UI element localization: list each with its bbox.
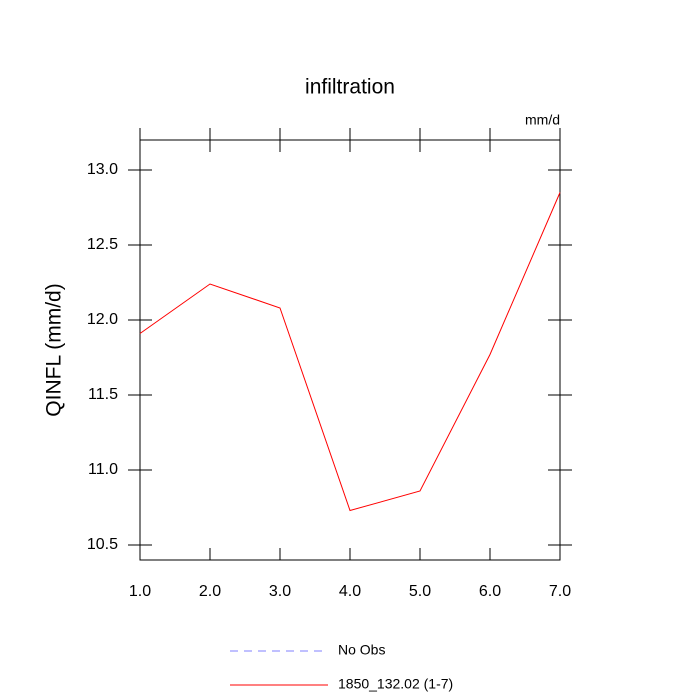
- y-tick-label: 11.5: [88, 386, 118, 403]
- x-tick-label: 5.0: [409, 583, 431, 600]
- x-tick-label: 2.0: [199, 583, 221, 600]
- data-line: [139, 192, 561, 512]
- x-tick-label: 1.0: [129, 583, 151, 600]
- x-tick-label: 7.0: [549, 583, 571, 600]
- y-axis-label: QINFL (mm/d): [43, 283, 66, 416]
- y-tick-label: 11.0: [88, 461, 118, 478]
- y-tick-label: 13.0: [87, 161, 118, 178]
- legend-label: 1850_132.02 (1-7): [338, 676, 453, 692]
- y-tick-label: 10.5: [87, 536, 118, 553]
- units-label: mm/d: [525, 112, 560, 128]
- plot-frame: [139, 139, 561, 561]
- x-tick-label: 3.0: [269, 583, 291, 600]
- y-tick-label: 12.5: [87, 236, 118, 253]
- x-tick-label: 6.0: [479, 583, 501, 600]
- legend-label: No Obs: [338, 642, 385, 658]
- x-tick-label: 4.0: [339, 583, 361, 600]
- y-tick-label: 12.0: [87, 311, 118, 328]
- chart-title: infiltration: [305, 76, 395, 99]
